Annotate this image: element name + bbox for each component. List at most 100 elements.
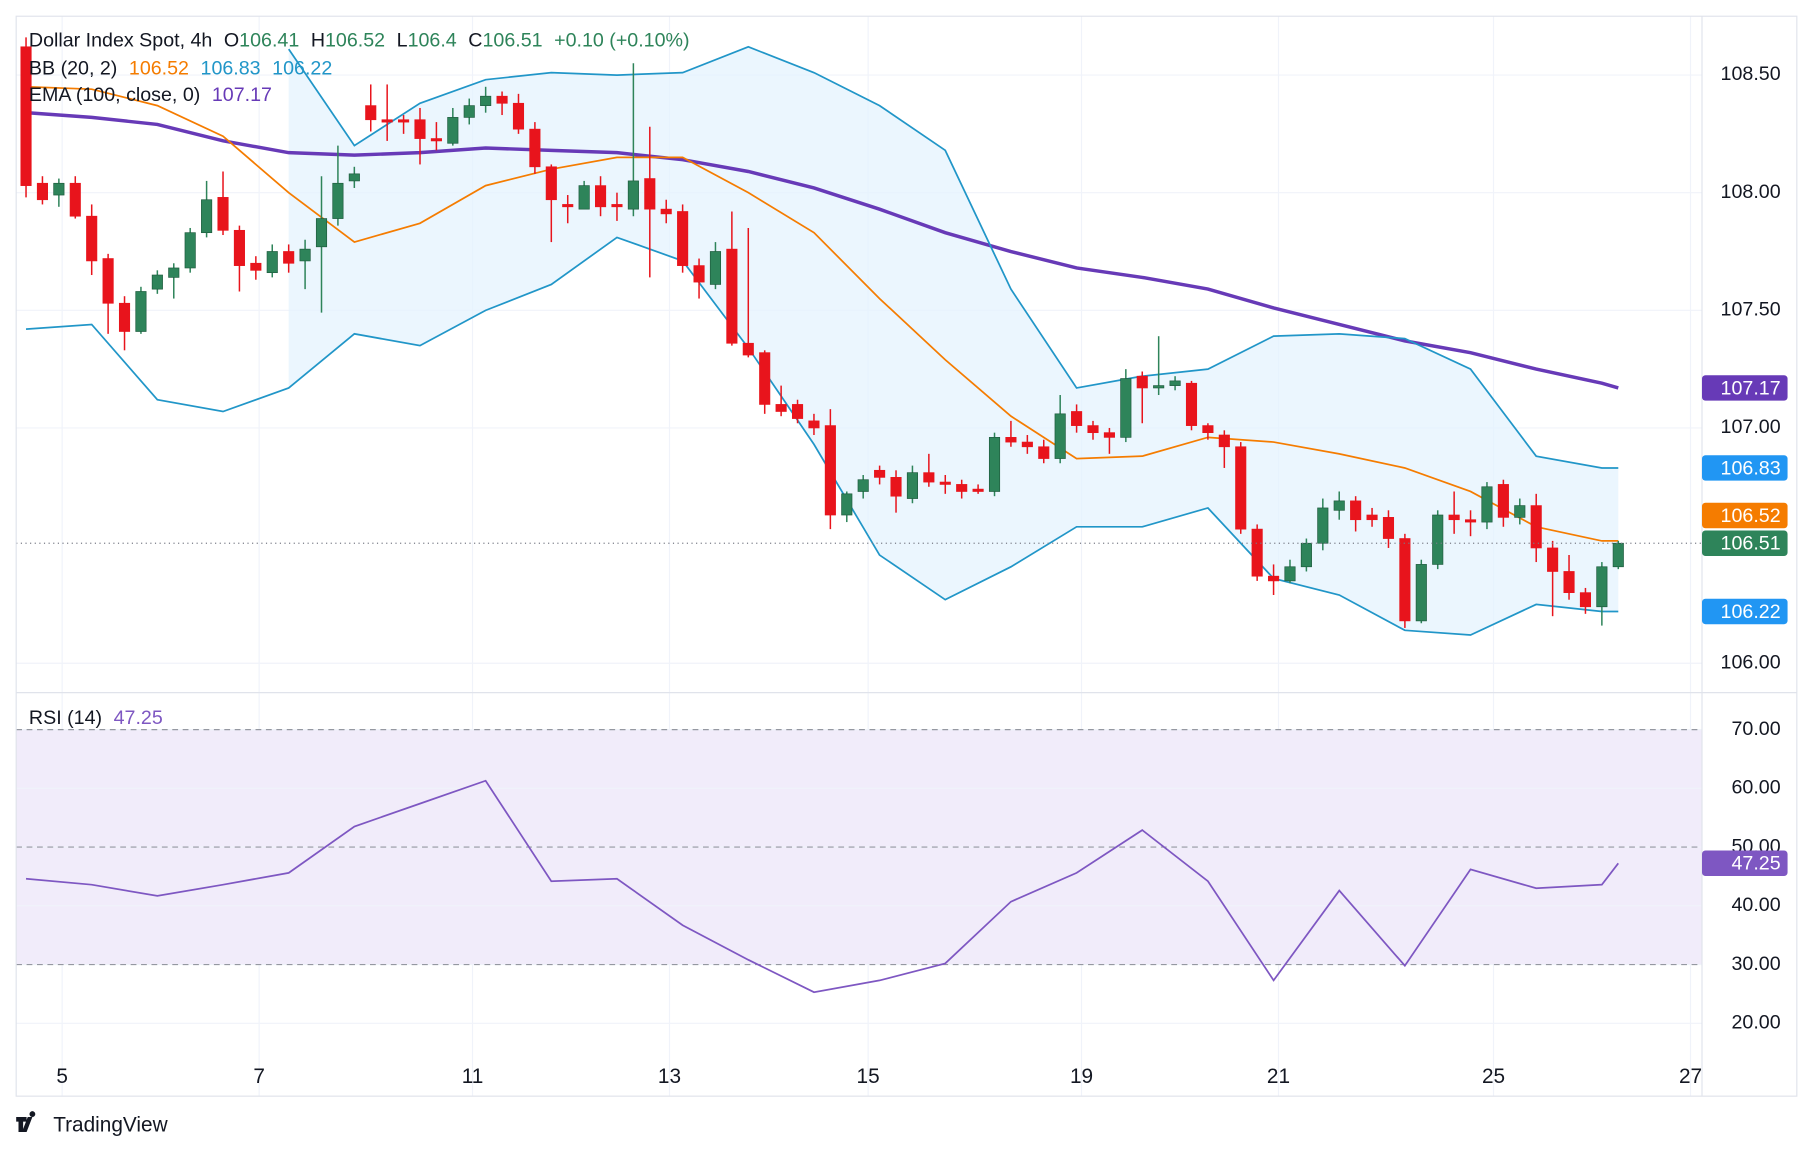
candle-body bbox=[824, 425, 836, 516]
y-tick-label: 20.00 bbox=[1731, 1012, 1780, 1034]
candle-body bbox=[1333, 500, 1345, 511]
candle-body bbox=[168, 267, 180, 278]
candle-body bbox=[874, 469, 886, 478]
candle-body bbox=[1284, 566, 1296, 582]
candle-body bbox=[332, 182, 344, 219]
legend-entry: BB (20, 2) 106.52 106.83 106.22 bbox=[29, 58, 332, 80]
candle-body bbox=[742, 342, 754, 356]
candle-body bbox=[184, 232, 196, 269]
candle-body bbox=[414, 119, 426, 139]
price-badge-label: 106.83 bbox=[1721, 457, 1781, 479]
candle-body bbox=[1038, 446, 1050, 459]
candle-body bbox=[348, 173, 360, 182]
candle-body bbox=[1103, 432, 1115, 438]
candle-body bbox=[1448, 514, 1460, 521]
candle-body bbox=[1415, 564, 1427, 622]
price-badge bbox=[1702, 850, 1788, 876]
candle-body bbox=[1350, 500, 1362, 521]
chart-header: Dollar Index Spot, 4h O106.41 H106.52 L106.… bbox=[29, 30, 690, 52]
change: +0.10 (+0.10%) bbox=[554, 30, 689, 52]
y-tick-label: 108.00 bbox=[1721, 181, 1781, 203]
candle-body bbox=[480, 95, 492, 106]
candle-body bbox=[1185, 382, 1198, 426]
price-badge bbox=[1702, 375, 1788, 401]
candle-body bbox=[726, 248, 738, 344]
candle-body bbox=[808, 420, 820, 429]
x-tick-label: 7 bbox=[253, 1065, 265, 1088]
ohlc-value: 106.51 bbox=[482, 30, 542, 52]
candle-body bbox=[709, 251, 722, 285]
candle-body bbox=[1464, 519, 1477, 523]
candle-body bbox=[545, 166, 557, 201]
candle-body bbox=[315, 218, 328, 248]
x-tick-label: 21 bbox=[1267, 1065, 1290, 1088]
ohlc-key: L bbox=[397, 30, 408, 52]
candle-body bbox=[233, 229, 245, 266]
candle-body bbox=[791, 404, 804, 419]
chart-title: Dollar Index Spot, 4h bbox=[29, 30, 212, 52]
x-tick-label: 27 bbox=[1679, 1065, 1702, 1088]
x-tick-label: 5 bbox=[56, 1065, 68, 1088]
candle-body bbox=[151, 274, 163, 290]
band-fill bbox=[288, 46, 1619, 636]
y-tick-label: 106.00 bbox=[1721, 651, 1781, 673]
y-tick-label: 60.00 bbox=[1731, 777, 1780, 799]
candle-body bbox=[447, 117, 459, 144]
candle-body bbox=[118, 302, 131, 332]
candle-body bbox=[365, 105, 377, 121]
indicator-line bbox=[25, 85, 1619, 542]
candle-body bbox=[1005, 437, 1017, 443]
logo: TradingView bbox=[16, 1111, 169, 1137]
candle-body bbox=[1218, 434, 1230, 448]
candle-body bbox=[217, 197, 229, 231]
candle-body bbox=[988, 437, 1001, 492]
candle-body bbox=[677, 211, 689, 266]
candle-body bbox=[1071, 411, 1083, 426]
candle-body bbox=[1235, 446, 1247, 530]
candle-body bbox=[430, 138, 442, 142]
candle-body bbox=[1579, 592, 1592, 608]
y-tick-label: 107.50 bbox=[1721, 299, 1781, 321]
candle-body bbox=[250, 262, 262, 271]
price-badge-label: 106.52 bbox=[1721, 505, 1781, 527]
candle-body bbox=[529, 128, 541, 168]
candle-body bbox=[53, 182, 65, 196]
legend-value: 107.17 bbox=[212, 84, 272, 106]
x-tick-label: 25 bbox=[1482, 1065, 1505, 1088]
plot-layer bbox=[16, 16, 1702, 1097]
overlay-layer: 5 7 11 13 15 19 21 25 27 106.00 107.00 107.50 108.00… bbox=[29, 30, 1788, 1088]
candle-body bbox=[1481, 486, 1493, 523]
candle-body bbox=[1382, 517, 1395, 539]
candle-body bbox=[644, 178, 656, 210]
price-badge-label: 47.25 bbox=[1731, 853, 1780, 875]
indicator-line bbox=[287, 45, 1619, 469]
legend-value: 106.52 bbox=[129, 58, 189, 80]
rsi-value: 47.25 bbox=[114, 707, 163, 729]
candle-body bbox=[939, 481, 951, 485]
x-tick-label: 11 bbox=[462, 1065, 484, 1088]
candle-body bbox=[1530, 505, 1542, 549]
candle-body bbox=[1120, 378, 1132, 438]
y-tick-label: 40.00 bbox=[1731, 894, 1780, 916]
candle-body bbox=[775, 404, 787, 412]
y-tick-label: 107.00 bbox=[1721, 416, 1781, 438]
candle-body bbox=[1366, 514, 1378, 521]
price-badge bbox=[1702, 455, 1788, 481]
footer-brand: TradingView bbox=[53, 1114, 168, 1137]
candle-body bbox=[381, 119, 393, 123]
candle-body bbox=[69, 182, 81, 217]
price-badge-label: 106.22 bbox=[1721, 601, 1781, 623]
x-tick-label: 13 bbox=[658, 1065, 681, 1088]
candle-body bbox=[283, 251, 295, 264]
price-badge bbox=[1702, 530, 1788, 556]
candle-body bbox=[266, 251, 278, 274]
candle-body bbox=[906, 472, 918, 499]
price-badge bbox=[1702, 502, 1788, 529]
candle-body bbox=[841, 493, 853, 516]
candle-body bbox=[693, 265, 705, 283]
candle-body bbox=[398, 119, 410, 123]
candle-body bbox=[890, 477, 902, 497]
candle-body bbox=[36, 182, 49, 201]
ohlc-key: O bbox=[224, 30, 239, 52]
